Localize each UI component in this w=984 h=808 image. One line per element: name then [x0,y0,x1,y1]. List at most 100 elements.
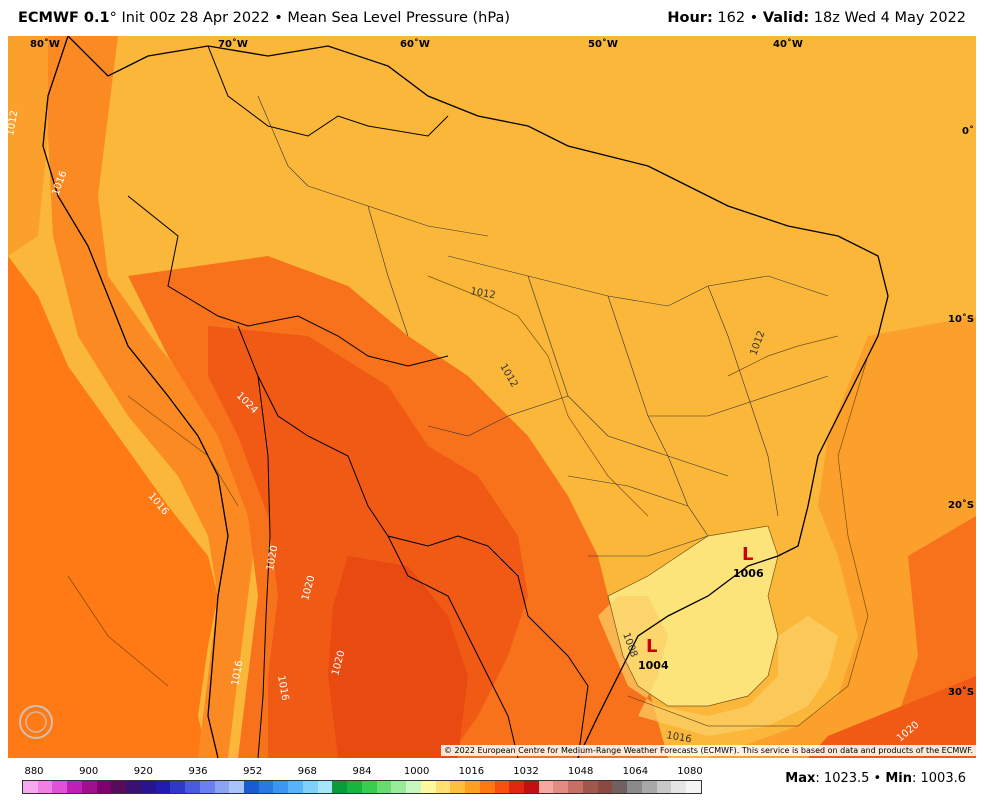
isobar-label-1016-e: 1016 [665,730,692,745]
colorbar-ticks: 880 900 920 936 952 968 984 1000 1016 1032 1048 106… [22,766,702,778]
colorbar-swatch [494,781,510,793]
isobar-label-1020-c: 1020 [265,545,280,572]
colorbar-swatch [479,781,495,793]
colorbar-swatch [155,781,171,793]
lat-label-10s: 10˚S [948,313,974,325]
lon-label-70w: 70˚W [218,38,248,50]
colorbar-swatch [641,781,657,793]
border-chile-argentina [257,375,271,758]
colorbar-swatch [612,781,628,793]
map-canvas: 1012 1012 1012 1016 1016 1020 1020 1024 … [8,36,976,758]
model-name: ECMWF 0.1 [18,10,110,26]
min-label: Min [885,771,912,786]
colorbar-swatch [302,781,318,793]
colorbar-swatch [435,781,451,793]
pressure-map: 1012 1012 1012 1016 1016 1020 1020 1024 … [8,36,976,758]
lat-label-0: 0˚ [962,125,974,137]
low-value-2: 1004 [638,659,669,672]
colorbar-tick-label: 880 [24,766,44,777]
colorbar-tick-label: 968 [297,766,317,777]
colorbar-swatch [81,781,97,793]
colorbar-swatch [465,781,480,793]
init-title: ° Init 00z 28 Apr 2022 • Mean Sea Level … [109,10,510,26]
colorbar-swatch [273,781,289,793]
header-right: Hour: 162 • Valid: 18z Wed 4 May 2022 [667,10,966,26]
state-borders [257,95,829,557]
atlantic-1016-fill [708,316,976,758]
chart-header: ECMWF 0.1° Init 00z 28 Apr 2022 • Mean S… [0,0,984,36]
colorbar-swatch [686,781,701,793]
colorbar-tick-label: 984 [352,766,372,777]
valid-value: 18z Wed 4 May 2022 [809,10,966,26]
colorbar-swatch [332,781,348,793]
south-atlantic-fill [808,676,976,758]
lon-label-50w: 50˚W [588,38,618,50]
valid-label: Valid: [762,10,810,26]
hour-label: Hour: [667,10,713,26]
colorbar-tick-label: 936 [188,766,208,777]
colorbar-swatch [391,781,407,793]
colorbar-swatch [538,781,554,793]
colorbar-swatch [523,781,539,793]
colorbar-swatch [568,781,583,793]
pressure-colorbar: 880 900 920 936 952 968 984 1000 1016 1032 1048 106… [22,766,703,802]
colorbar-swatch [288,781,303,793]
colorbar-tick-label: 900 [79,766,99,777]
colorbar-swatch [111,781,127,793]
colorbar-swatch [199,781,215,793]
isobar-label-1016-d: 1016 [230,660,245,687]
max-label: Max [785,771,816,786]
colorbar-swatch [450,781,466,793]
colorbar-swatch [258,781,274,793]
colorbar-swatch [347,781,362,793]
header-left: ECMWF 0.1° Init 00z 28 Apr 2022 • Mean S… [18,10,510,26]
colorbar-swatch [656,781,672,793]
copyright-notice: © 2022 European Centre for Medium-Range … [441,745,976,756]
west-coastline [42,36,229,758]
lat-label-30s: 30˚S [948,686,974,698]
colorbar-swatch [185,781,200,793]
colorbar-swatch [96,781,112,793]
colorbar-swatch [229,781,245,793]
core-1024-fill [328,556,468,758]
weatherbell-logo [14,700,104,744]
isobar-label-1016-c: 1016 [275,675,290,702]
colorbar-swatch [553,781,569,793]
low-value-1: 1006 [733,567,764,580]
andes-fill [48,36,258,758]
border-brazil-south [457,535,589,758]
colorbar-swatch [52,781,68,793]
colorbar-swatch [67,781,82,793]
colorbar-tick-label: 920 [133,766,153,777]
colorbar-tick-label: 952 [243,766,263,777]
east-coastline [67,36,889,758]
colorbar-swatch [597,781,613,793]
lon-label-60w: 60˚W [400,38,430,50]
colorbar-tick-label: 1064 [622,766,649,777]
colorbar-tick-label: 1016 [458,766,485,777]
max-min-stats: Max: 1023.5 • Min: 1003.6 [785,771,966,786]
colorbar-strip [22,780,702,794]
border-bolivia [237,325,459,547]
lat-label-20s: 20˚S [948,499,974,511]
low-symbol-1: L [742,544,753,565]
colorbar-swatch [244,781,259,793]
colorbar-tick-label: 1048 [567,766,594,777]
colorbar-swatch [671,781,687,793]
low-1012-fill [598,596,838,736]
colorbar-swatch [420,781,436,793]
border-paraguay-argentina [387,535,519,758]
colorbar-swatch [37,781,53,793]
colorbar-swatch [376,781,392,793]
colorbar-swatch [214,781,230,793]
min-value: : 1003.6 [912,771,966,786]
pacific-1016-fill [8,256,218,758]
colorbar-tick-label: 1080 [677,766,703,777]
colorbar-swatch [361,781,377,793]
colorbar-swatch [317,781,333,793]
colorbar-swatch [582,781,598,793]
colorbar-tick-label: 1000 [403,766,430,777]
colorbar-swatch [627,781,642,793]
colorbar-swatch [140,781,156,793]
colorbar-swatch [170,781,186,793]
